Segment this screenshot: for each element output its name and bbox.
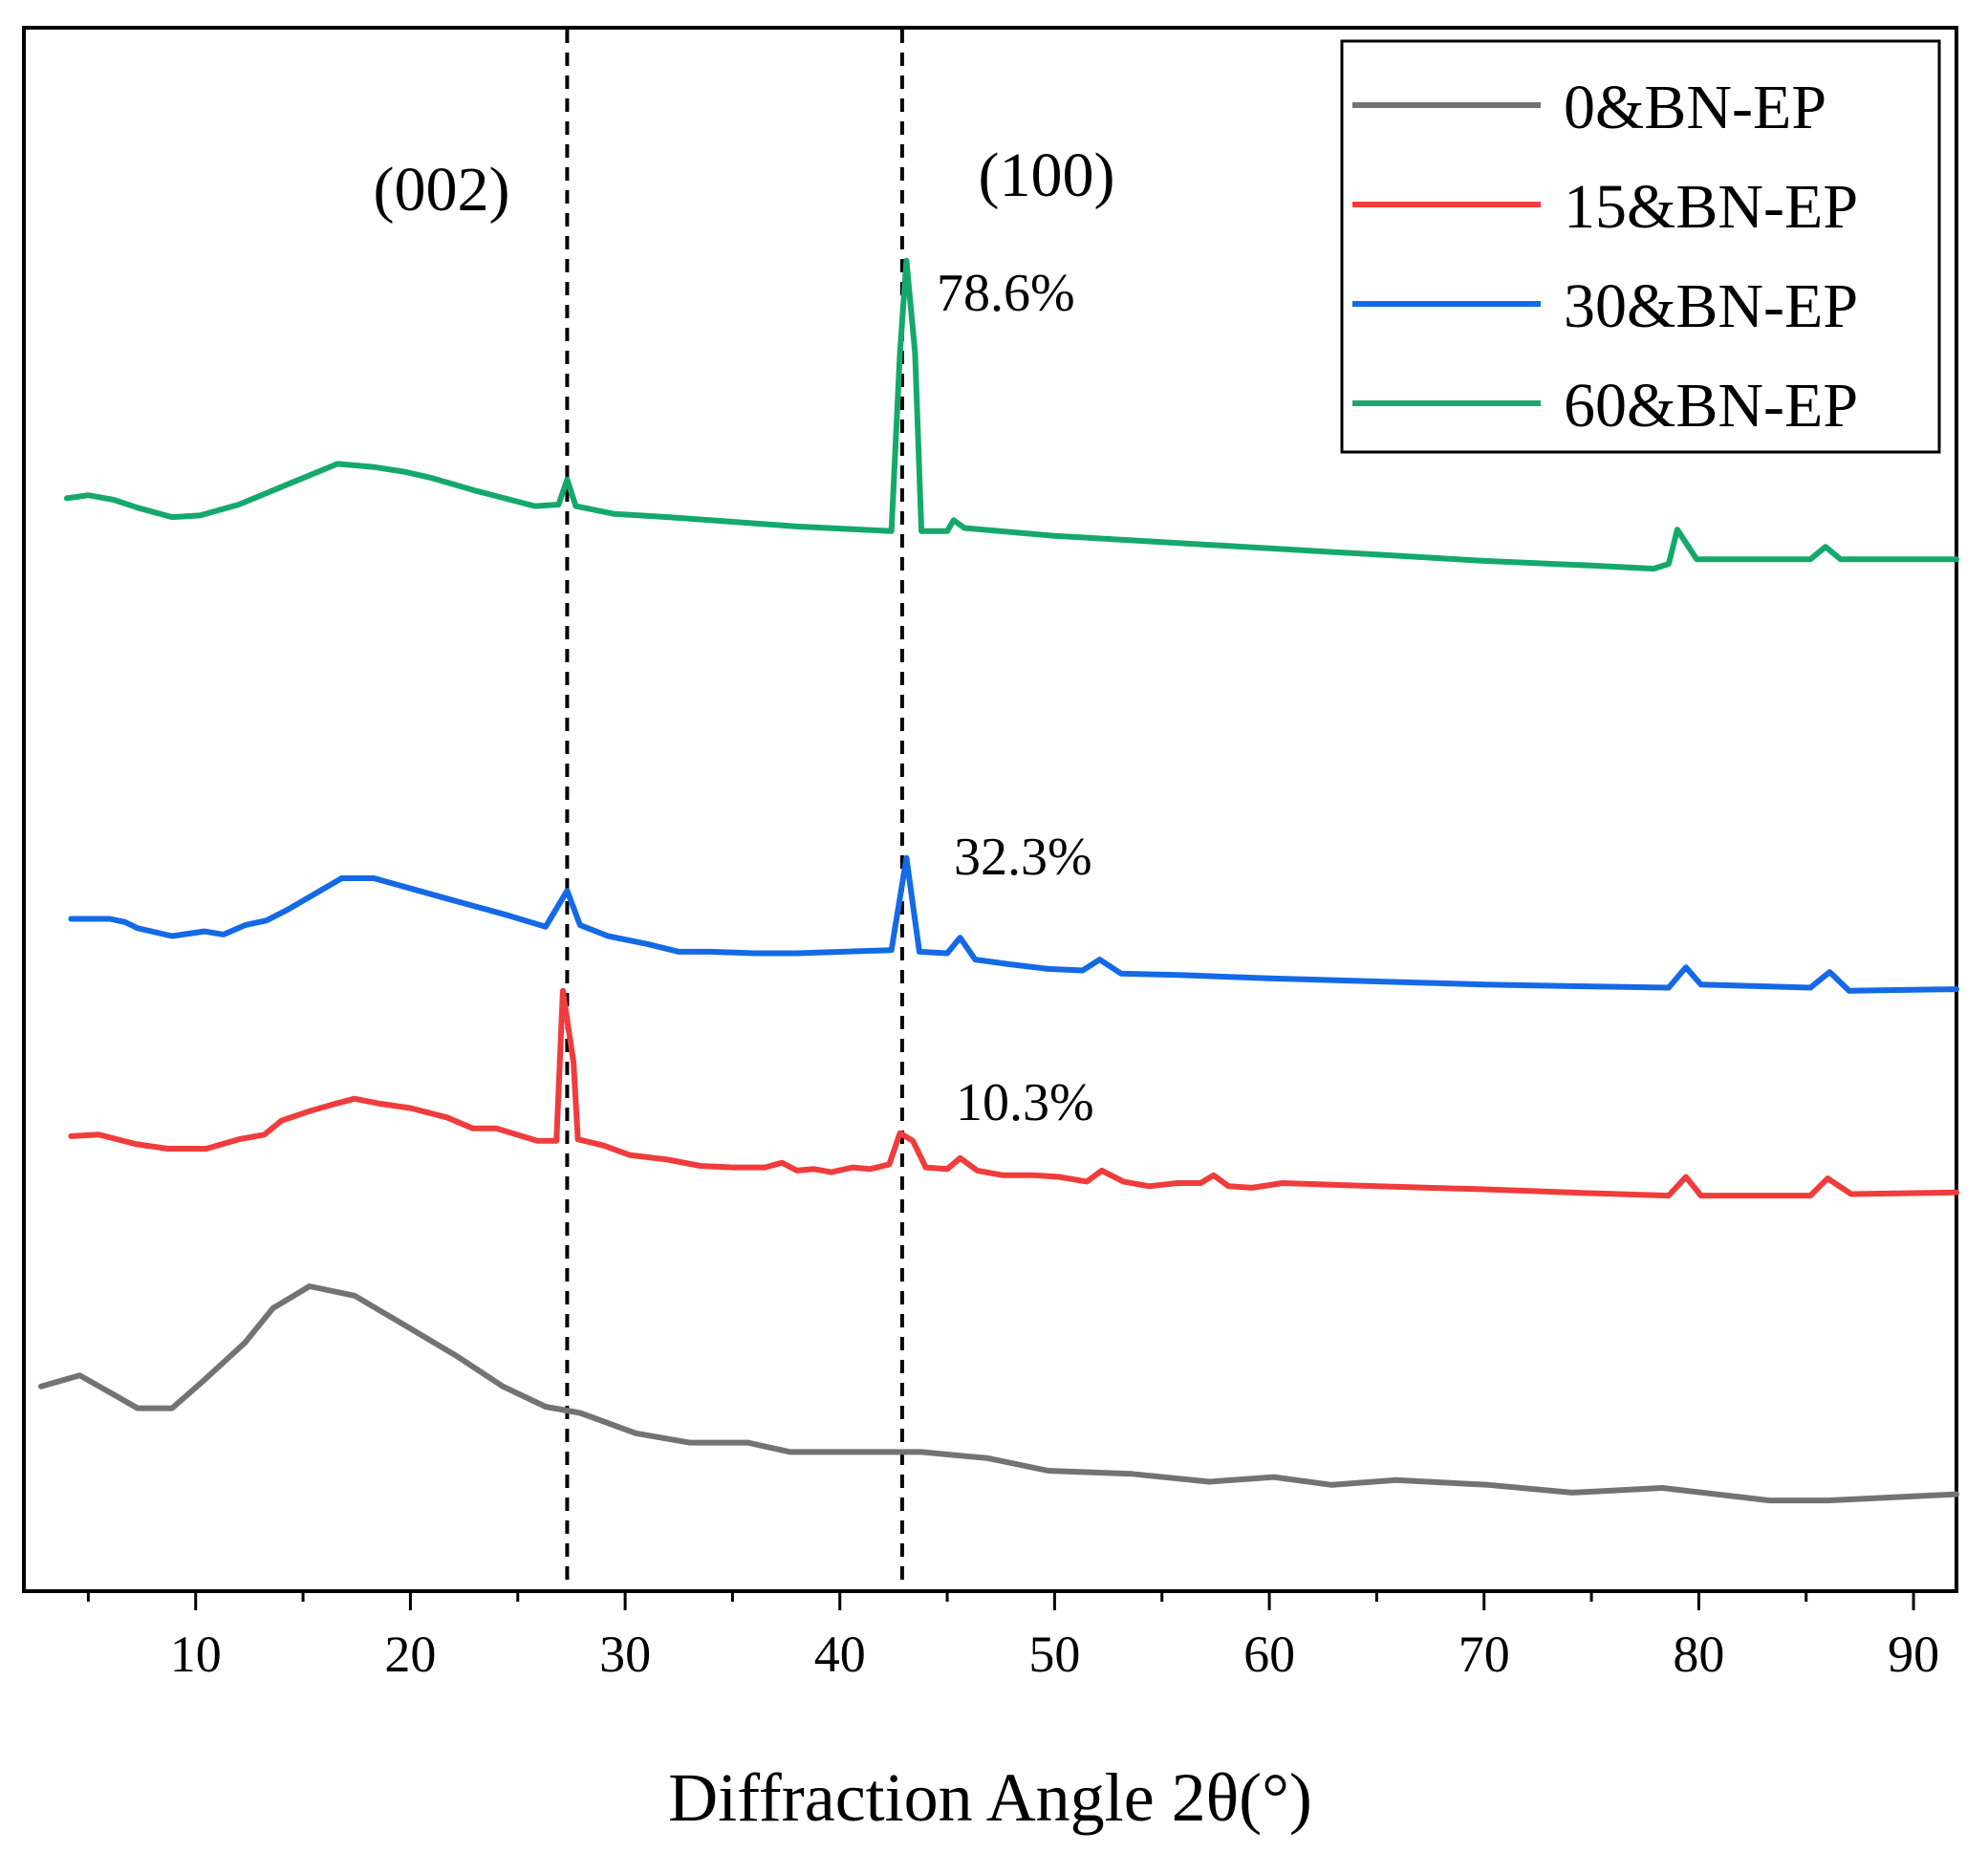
x-tick-label-80: 80	[1673, 1626, 1724, 1683]
x-axis-title: Diffraction Angle 2θ(°)	[668, 1759, 1312, 1836]
series-line-60-bn-ep	[63, 257, 1959, 572]
ref-label-002: (002)	[374, 155, 510, 225]
legend-label-0-bn-ep: 0&BN-EP	[1564, 73, 1826, 142]
series-line-30-bn-ep	[68, 854, 1959, 994]
x-tick-label-70: 70	[1459, 1626, 1510, 1683]
series-layer	[38, 257, 1959, 1504]
x-tick-label-60: 60	[1243, 1626, 1295, 1683]
series-line-0-bn-ep	[38, 1283, 1959, 1504]
x-tick-label-20: 20	[384, 1626, 436, 1683]
legend-box	[1340, 39, 1941, 454]
x-axis-ticks: 10 20 30 40 50 60 70 80 90	[86, 1591, 1939, 1683]
x-tick-label-90: 90	[1888, 1626, 1939, 1683]
reference-lines	[565, 30, 904, 1591]
legend-entries: 0&BN-EP 15&BN-EP 30&BN-EP 60&BN-EP	[1352, 73, 1858, 441]
legend-label-60-bn-ep: 60&BN-EP	[1564, 371, 1858, 441]
x-tick-label-10: 10	[170, 1626, 222, 1683]
series-line-15-bn-ep	[68, 987, 1959, 1199]
plot-frame	[22, 26, 1958, 1593]
x-tick-label-40: 40	[814, 1626, 866, 1683]
annotation-32-3: 32.3%	[954, 828, 1092, 887]
legend-label-15-bn-ep: 15&BN-EP	[1564, 172, 1858, 242]
legend-label-30-bn-ep: 30&BN-EP	[1564, 271, 1858, 341]
x-tick-label-50: 50	[1028, 1626, 1080, 1683]
annotation-78-6: 78.6%	[937, 264, 1075, 323]
legend: 0&BN-EP 15&BN-EP 30&BN-EP 60&BN-EP	[1340, 39, 1941, 454]
annotation-10-3: 10.3%	[956, 1073, 1094, 1132]
ref-label-100: (100)	[979, 140, 1115, 210]
x-tick-label-30: 30	[599, 1626, 651, 1683]
